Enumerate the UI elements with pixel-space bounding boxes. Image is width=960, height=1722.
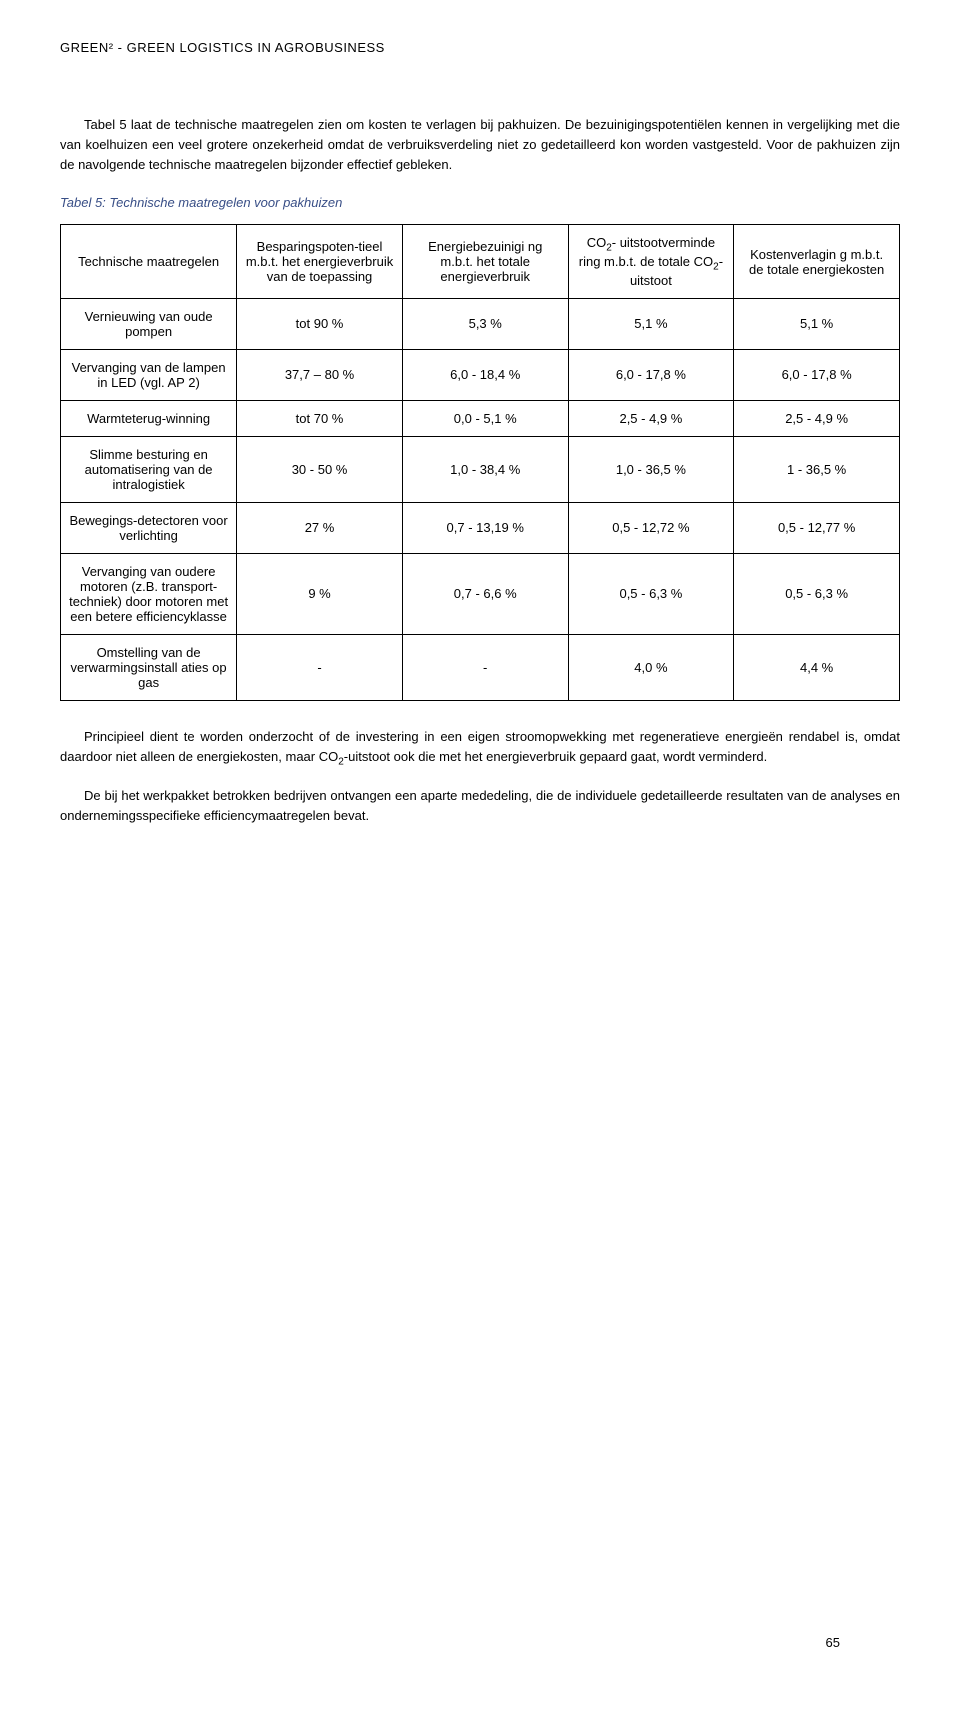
measures-table: Technische maatregelen Besparingspoten-t…: [60, 224, 900, 700]
row-label: Vervanging van oudere motoren (z.B. tran…: [61, 553, 237, 634]
cell: 4,0 %: [568, 634, 734, 700]
cell: 27 %: [237, 502, 403, 553]
col-header-1: Besparingspoten-tieel m.b.t. het energie…: [237, 225, 403, 298]
row-label: Vervanging van de lampen in LED (vgl. AP…: [61, 349, 237, 400]
row-label: Bewegings-detectoren voor verlichting: [61, 502, 237, 553]
col-header-4: Kostenverlagin g m.b.t. de totale energi…: [734, 225, 900, 298]
cell: 2,5 - 4,9 %: [734, 400, 900, 436]
cell: tot 90 %: [237, 298, 403, 349]
cell: 1,0 - 38,4 %: [402, 436, 568, 502]
closing-paragraph-1: Principieel dient te worden onderzocht o…: [60, 727, 900, 770]
page-number: 65: [826, 1635, 840, 1650]
cell: 0,5 - 12,72 %: [568, 502, 734, 553]
table-row: Vernieuwing van oude pompen tot 90 % 5,3…: [61, 298, 900, 349]
cell: tot 70 %: [237, 400, 403, 436]
table-row: Vervanging van oudere motoren (z.B. tran…: [61, 553, 900, 634]
cell: 5,3 %: [402, 298, 568, 349]
cell: 6,0 - 17,8 %: [568, 349, 734, 400]
cell: 2,5 - 4,9 %: [568, 400, 734, 436]
cell: 0,7 - 6,6 %: [402, 553, 568, 634]
cell: 30 - 50 %: [237, 436, 403, 502]
cell: -: [237, 634, 403, 700]
cell: 6,0 - 17,8 %: [734, 349, 900, 400]
cell: 0,7 - 13,19 %: [402, 502, 568, 553]
cell: -: [402, 634, 568, 700]
cell: 4,4 %: [734, 634, 900, 700]
cell: 0,5 - 6,3 %: [568, 553, 734, 634]
cell: 0,5 - 12,77 %: [734, 502, 900, 553]
closing-paragraph-2: De bij het werkpakket betrokken bedrijve…: [60, 786, 900, 826]
cell: 5,1 %: [734, 298, 900, 349]
cell: 37,7 – 80 %: [237, 349, 403, 400]
cell: 0,0 - 5,1 %: [402, 400, 568, 436]
col-header-3: CO2- uitstootverminde ring m.b.t. de tot…: [568, 225, 734, 298]
cell: 0,5 - 6,3 %: [734, 553, 900, 634]
table-caption: Tabel 5: Technische maatregelen voor pak…: [60, 195, 900, 210]
table-row: Omstelling van de verwarmingsinstall ati…: [61, 634, 900, 700]
col-header-0: Technische maatregelen: [61, 225, 237, 298]
table-row: Slimme besturing en automatisering van d…: [61, 436, 900, 502]
col-header-2: Energiebezuinigi ng m.b.t. het totale en…: [402, 225, 568, 298]
table-row: Bewegings-detectoren voor verlichting 27…: [61, 502, 900, 553]
cell: 5,1 %: [568, 298, 734, 349]
row-label: Slimme besturing en automatisering van d…: [61, 436, 237, 502]
row-label: Warmteterug-winning: [61, 400, 237, 436]
row-label: Vernieuwing van oude pompen: [61, 298, 237, 349]
row-label: Omstelling van de verwarmingsinstall ati…: [61, 634, 237, 700]
intro-paragraph: Tabel 5 laat de technische maatregelen z…: [60, 115, 900, 175]
table-row: Vervanging van de lampen in LED (vgl. AP…: [61, 349, 900, 400]
cell: 6,0 - 18,4 %: [402, 349, 568, 400]
table-header-row: Technische maatregelen Besparingspoten-t…: [61, 225, 900, 298]
cell: 1,0 - 36,5 %: [568, 436, 734, 502]
page-header: GREEN² - GREEN LOGISTICS IN AGROBUSINESS: [60, 40, 900, 55]
cell: 1 - 36,5 %: [734, 436, 900, 502]
table-row: Warmteterug-winning tot 70 % 0,0 - 5,1 %…: [61, 400, 900, 436]
cell: 9 %: [237, 553, 403, 634]
